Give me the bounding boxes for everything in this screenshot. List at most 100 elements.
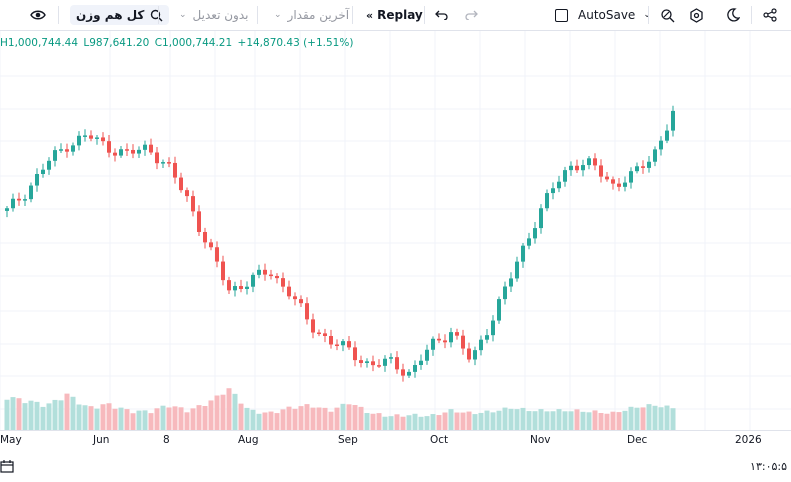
moon-icon[interactable] [726, 0, 740, 30]
candle [383, 358, 387, 366]
candle [35, 174, 39, 186]
volume-bar [286, 406, 292, 430]
volume-bar [40, 406, 46, 430]
time-axis-label: May [0, 434, 22, 446]
candle [455, 332, 459, 336]
candle [413, 365, 417, 372]
volume-bar [640, 407, 646, 430]
candle [479, 339, 483, 351]
volume-bar [304, 404, 310, 430]
undo-icon[interactable] [435, 0, 448, 30]
volume-bar [262, 412, 268, 430]
replay-button[interactable]: « Replay [366, 0, 423, 30]
volume-bar [562, 411, 568, 430]
volume-bar [598, 412, 604, 430]
volume-bar [592, 410, 598, 430]
volume-bar [28, 400, 34, 430]
candle [71, 145, 75, 152]
settings-icon[interactable] [689, 0, 704, 30]
candle [125, 149, 129, 151]
candle [467, 348, 471, 360]
date-range-icon[interactable] [0, 460, 14, 476]
candle [509, 278, 513, 287]
value-dropdown[interactable]: ⌄ آخرین مقدار [270, 0, 349, 30]
replay-label: Replay [377, 8, 423, 22]
volume-bar [670, 408, 676, 430]
volume-bar [160, 405, 166, 430]
volume-bar [484, 410, 490, 430]
volume-bar [652, 405, 658, 430]
volume-bar [64, 393, 70, 430]
volume-bar [184, 412, 190, 430]
candle [191, 196, 195, 212]
candle [461, 335, 465, 349]
volume-bar [460, 412, 466, 430]
candle [341, 341, 345, 346]
candle [209, 242, 213, 248]
candle [485, 335, 489, 340]
candle [101, 137, 105, 142]
value-label: آخرین مقدار [287, 8, 350, 22]
eye-icon[interactable] [30, 0, 46, 30]
autosave-checkbox[interactable] [555, 8, 568, 22]
candle [557, 181, 561, 189]
redo-icon[interactable] [465, 0, 478, 30]
candle [443, 340, 447, 343]
volume-bar [358, 406, 364, 430]
share-icon[interactable] [763, 0, 777, 30]
volume-bar [376, 413, 382, 430]
volume-bar [136, 410, 142, 430]
candle [359, 360, 363, 364]
volume-bar [244, 407, 250, 430]
candle [317, 332, 321, 335]
volume-bar [340, 403, 346, 430]
candle [233, 286, 237, 291]
volume-bar [70, 396, 76, 430]
volume-bar [424, 416, 430, 430]
volume-bar [34, 401, 40, 430]
candle [131, 149, 135, 154]
volume-bar [580, 411, 586, 430]
candle [587, 158, 591, 166]
volume-bar [112, 408, 118, 430]
candle [599, 165, 603, 177]
toolbar-divider [58, 6, 59, 24]
magic-icon[interactable] [660, 0, 675, 30]
compare-selector[interactable]: کل هم وزن [70, 0, 170, 30]
candle [305, 303, 309, 320]
volume-bar [202, 406, 208, 430]
candle [83, 135, 87, 137]
volume-bar [226, 388, 232, 430]
candle [119, 149, 123, 156]
candle [521, 245, 525, 262]
volume-bar [118, 407, 124, 430]
candle [347, 341, 351, 348]
adjustment-dropdown[interactable]: ⌄ بدون تعدیل [175, 0, 248, 30]
toolbar-divider [751, 6, 752, 24]
candle [155, 152, 159, 164]
price-chart[interactable] [0, 31, 791, 431]
candle [329, 335, 333, 345]
candle [251, 274, 255, 287]
time-axis-label: 2026 [735, 434, 762, 446]
volume-bar [100, 404, 106, 430]
volume-bar [550, 411, 556, 430]
volume-bar [394, 414, 400, 430]
autosave-toggle[interactable]: AutoSave ⌄ [555, 0, 651, 30]
toolbar-divider [352, 6, 353, 24]
volume-bar [208, 400, 214, 430]
candle [635, 166, 639, 172]
volume-bar [508, 408, 514, 430]
search-icon [151, 9, 163, 21]
volume-bar [514, 409, 520, 430]
volume-bar [334, 407, 340, 430]
volume-bar [442, 412, 448, 430]
candle [299, 299, 303, 304]
candle [611, 179, 615, 184]
candle [377, 365, 381, 367]
volume-bar [46, 403, 52, 430]
volume-bar [490, 412, 496, 430]
volume-bar [268, 411, 274, 430]
candle [653, 149, 657, 162]
volume-bar [406, 415, 412, 430]
